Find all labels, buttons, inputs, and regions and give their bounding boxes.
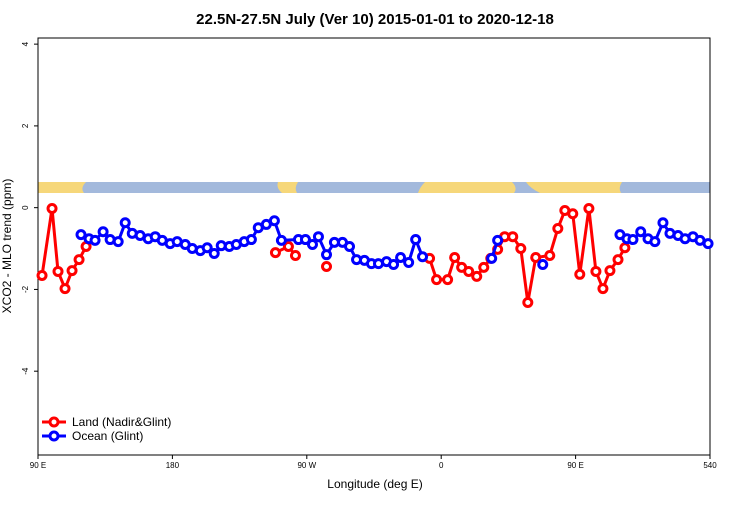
data-point [59,283,71,295]
data-point [403,256,415,268]
data-point [289,249,301,261]
data-point [321,249,333,261]
data-point [583,202,595,214]
data-point [269,247,281,259]
data-point [486,252,498,264]
land-band [38,182,86,193]
y-tick-label: 4 [21,41,30,46]
data-point [590,265,602,277]
map-band [38,182,710,193]
data-point [312,231,324,243]
x-tick-label: 0 [439,461,444,470]
data-point [635,226,647,238]
data-point [52,265,64,277]
land-band [418,182,516,193]
x-tick-label: 180 [166,461,180,470]
data-point [515,243,527,255]
data-point [410,234,422,246]
data-point [431,274,443,286]
x-tick-label: 90 E [30,461,46,470]
data-point [442,274,454,286]
y-tick-label: 2 [21,123,30,128]
data-point [119,217,131,229]
data-point [612,254,624,266]
data-point [299,234,311,246]
legend-marker [48,416,60,428]
data-point [604,265,616,277]
land-band [526,182,622,193]
data-point [574,268,586,280]
y-tick-label: 0 [21,205,30,210]
data-point [344,241,356,252]
chart-title: 22.5N-27.5N July (Ver 10) 2015-01-01 to … [196,11,554,28]
data-point [112,236,124,248]
y-tick-label: -4 [21,367,30,375]
data-point [537,258,549,270]
x-tick-label: 90 E [567,461,583,470]
data-point [522,297,534,309]
data-point [449,252,461,264]
x-tick-label: 540 [703,461,717,470]
data-point [417,251,429,263]
data-point [627,234,639,246]
data-point [73,254,85,266]
y-axis-label: XCO2 - MLO trend (ppm) [0,179,14,314]
data-point [544,249,556,261]
data-point [282,241,294,252]
land-band [277,182,298,193]
data-point [388,258,400,270]
data-point [36,270,48,282]
legend-marker [48,430,60,442]
data-point [201,242,213,254]
data-point [567,208,579,220]
data-point [552,223,564,235]
data-point [702,238,714,250]
data-point [492,234,504,246]
data-point [471,270,483,282]
data-point [619,242,631,254]
data-point [321,261,333,273]
y-tick-label: -2 [21,285,30,293]
data-point [657,217,669,229]
data-point [649,236,661,248]
data-point [46,202,58,214]
data-point [245,234,257,246]
ocean-band [38,182,710,193]
x-tick-label: 90 W [297,461,316,470]
data-point [75,229,87,241]
data-point [208,247,220,259]
data-point [478,261,490,273]
data-point [306,238,318,250]
plot-frame [37,37,711,456]
data-point [530,252,542,264]
data-point [463,265,475,277]
data-point [97,226,109,238]
data-point [66,265,78,277]
data-point [395,252,407,264]
x-axis-label: Longitude (deg E) [327,477,422,491]
data-point [275,234,287,246]
data-point [597,283,609,295]
data-point [507,231,519,243]
legend-label: Ocean (Glint) [72,429,143,443]
legend-label: Land (Nadir&Glint) [72,415,171,429]
data-point [89,234,101,246]
data-point [268,215,280,227]
